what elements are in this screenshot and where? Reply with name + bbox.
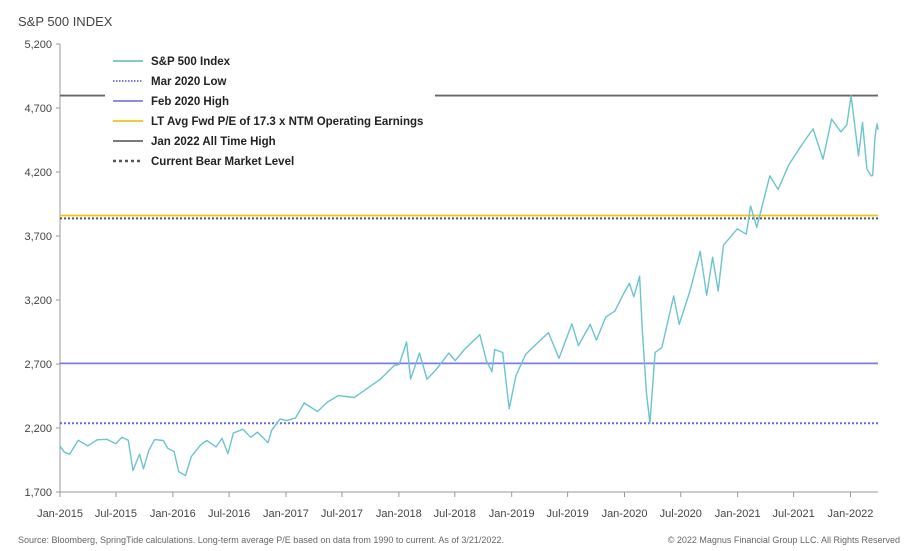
x-tick-label: Jan-2016	[150, 508, 196, 520]
legend-label: Mar 2020 Low	[151, 76, 226, 88]
footer-source: Source: Bloomberg, SpringTide calculatio…	[18, 535, 504, 545]
x-tick-label: Jan-2019	[489, 508, 535, 520]
footer-copyright: © 2022 Magnus Financial Group LLC. All R…	[667, 535, 900, 545]
y-tick-label: 4,200	[24, 167, 52, 179]
y-tick-label: 1,700	[24, 487, 52, 499]
legend-label: S&P 500 Index	[151, 56, 231, 68]
x-tick-label: Jul-2019	[547, 508, 589, 520]
y-tick-label: 4,700	[24, 103, 52, 115]
legend-background	[105, 49, 435, 167]
chart-title: S&P 500 INDEX	[18, 14, 113, 29]
x-tick-label: Jan-2022	[828, 508, 874, 520]
legend-label: Jan 2022 All Time High	[151, 136, 276, 148]
sp500-line	[59, 94, 879, 477]
x-tick-label: Jan-2017	[263, 508, 309, 520]
y-tick-label: 3,200	[24, 295, 52, 307]
x-tick-label: Jan-2020	[602, 508, 648, 520]
x-tick-label: Jul-2016	[208, 508, 250, 520]
x-tick-label: Jan-2021	[715, 508, 761, 520]
x-tick-label: Jul-2015	[95, 508, 137, 520]
x-tick-label: Jan-2018	[376, 508, 422, 520]
x-tick-label: Jan-2015	[37, 508, 83, 520]
y-tick-label: 2,200	[24, 423, 52, 435]
x-tick-label: Jul-2017	[321, 508, 363, 520]
y-tick-label: 2,700	[24, 359, 52, 371]
y-tick-label: 5,200	[24, 39, 52, 51]
y-tick-label: 3,700	[24, 231, 52, 243]
x-tick-label: Jul-2018	[434, 508, 476, 520]
legend-label: Current Bear Market Level	[151, 156, 294, 168]
x-axis-labels: Jan-2015 Jul-2015 Jan-2016 Jul-2016 Jan-2017…	[37, 508, 873, 520]
x-tick-label: Jul-2020	[660, 508, 702, 520]
legend-label: LT Avg Fwd P/E of 17.3 x NTM Operating E…	[151, 116, 423, 128]
y-axis-labels: 1,700 2,200 2,700 3,200 3,700 4,200 4,700 5,200	[24, 39, 52, 499]
series-layer	[59, 94, 879, 477]
legend: S&P 500 Index Mar 2020 Low Feb 2020 High LT…	[105, 49, 435, 168]
reference-lines	[60, 94, 878, 425]
legend-label: Feb 2020 High	[151, 96, 229, 108]
x-tick-label: Jul-2021	[773, 508, 815, 520]
axes	[56, 43, 878, 497]
